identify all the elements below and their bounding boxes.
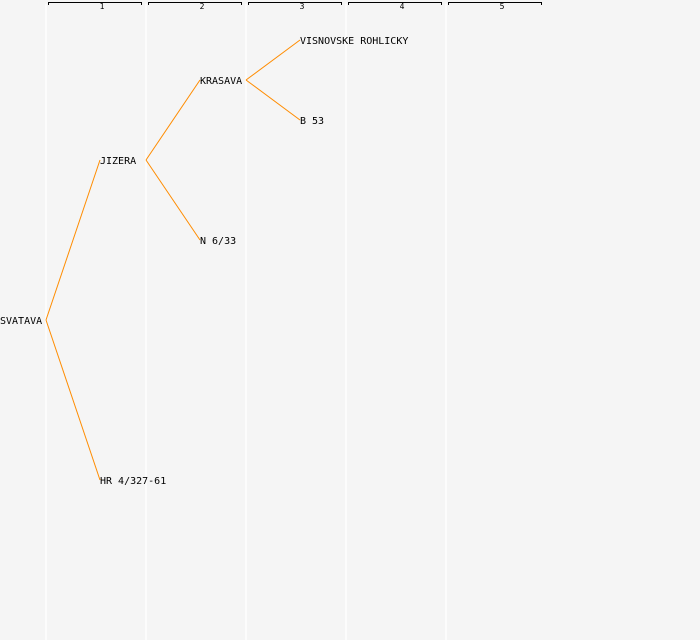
node-n633[interactable]: N 6/33 bbox=[200, 236, 236, 247]
column-bracket-4 bbox=[348, 2, 442, 5]
node-svatava[interactable]: SVATAVA bbox=[0, 316, 42, 327]
node-visnovske[interactable]: VISNOVSKE ROHLICKY bbox=[300, 36, 408, 47]
column-headers: 1 2 3 4 5 bbox=[48, 2, 542, 11]
pedigree-edges bbox=[45, 39, 301, 481]
edge-svatava-jizera bbox=[45, 159, 101, 321]
pedigree-labels: SVATAVA JIZERA HR 4/327-61 KRASAVA N 6/3… bbox=[0, 36, 408, 487]
column-label-2: 2 bbox=[200, 2, 205, 11]
column-bracket-3 bbox=[248, 2, 342, 5]
edge-svatava-hr bbox=[45, 319, 101, 481]
edge-krasava-b53 bbox=[245, 79, 301, 121]
edge-jizera-n633 bbox=[145, 159, 201, 241]
edge-krasava-visnovske bbox=[245, 39, 301, 81]
node-krasava[interactable]: KRASAVA bbox=[200, 76, 242, 87]
column-label-4: 4 bbox=[400, 2, 405, 11]
column-bracket-1 bbox=[48, 2, 142, 5]
column-bracket-5 bbox=[448, 2, 542, 5]
column-lines bbox=[45, 4, 447, 640]
column-label-1: 1 bbox=[100, 2, 105, 11]
edge-jizera-krasava bbox=[145, 79, 201, 161]
column-bracket-2 bbox=[148, 2, 242, 5]
node-jizera[interactable]: JIZERA bbox=[100, 156, 136, 167]
node-hr[interactable]: HR 4/327-61 bbox=[100, 476, 166, 487]
column-label-3: 3 bbox=[300, 2, 305, 11]
column-label-5: 5 bbox=[500, 2, 505, 11]
node-b53[interactable]: B 53 bbox=[300, 116, 324, 127]
